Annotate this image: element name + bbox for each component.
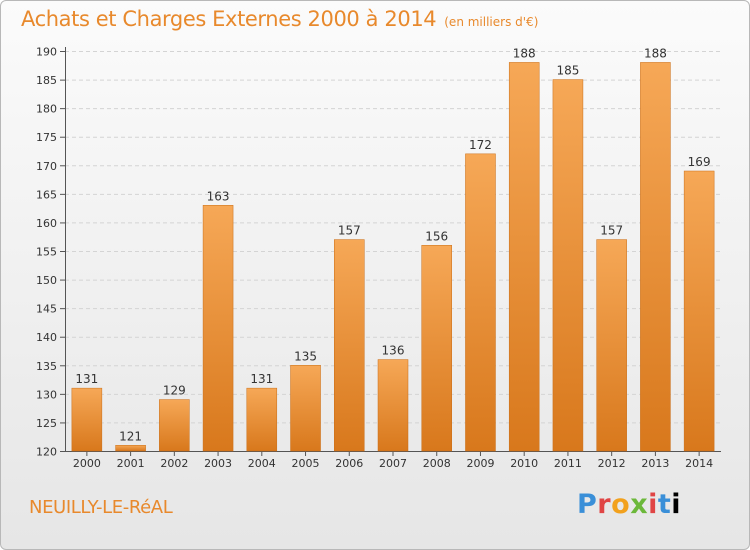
bar-value-label: 172 [469,138,492,152]
bar-2013 [640,62,671,452]
bar-value-label: 157 [600,224,623,238]
x-tick-label: 2007 [379,457,407,470]
bar-value-label: 188 [513,46,536,60]
axes [60,47,721,456]
place-name: NEUILLY-LE-RéAL [29,497,173,518]
y-tick-label: 120 [36,446,57,459]
x-tick-label: 2001 [117,457,145,470]
bar-value-label: 131 [250,372,273,386]
bar-2006 [334,239,365,452]
y-tick-label: 125 [36,417,57,430]
bar-value-label: 121 [119,429,142,443]
x-tick-label: 2004 [248,457,276,470]
bar-value-label: 136 [382,344,405,358]
x-tick-label: 2013 [641,457,669,470]
bar-2014 [683,170,715,452]
y-tick-label: 160 [36,217,57,230]
y-tick-label: 155 [36,246,57,259]
x-tick-label: 2014 [685,457,713,470]
bar-2001 [115,445,146,452]
bar-2005 [290,365,321,452]
y-tick-label: 170 [36,160,57,173]
bar-value-label: 163 [207,189,230,203]
chart-title-text: Achats et Charges Externes 2000 à 2014 [21,7,437,31]
bar-2007 [377,359,409,452]
bar-value-label: 185 [556,64,579,78]
bar-2009 [465,153,496,452]
x-tick-label: 2011 [554,457,582,470]
x-tick-label: 2009 [466,457,494,470]
y-tick-label: 135 [36,360,57,373]
bar-value-label: 157 [338,224,361,238]
y-tick-label: 165 [36,188,57,201]
x-tick-label: 2008 [423,457,451,470]
bar-value-label: 188 [644,46,667,60]
bar-2008 [421,245,452,452]
x-tick-label: 2000 [73,457,101,470]
bar-2010 [508,62,540,452]
chart-title: Achats et Charges Externes 2000 à 2014 (e… [21,7,538,31]
bar-2011 [552,79,584,452]
x-tick-label: 2010 [510,457,538,470]
x-tick-label: 2012 [598,457,626,470]
y-tick-label: 140 [36,331,57,344]
bar-2004 [246,387,278,452]
bar-2000 [71,387,103,452]
y-tick-label: 190 [36,46,57,59]
bar-value-label: 129 [163,384,186,398]
bar-2003 [202,205,234,452]
bar-value-label: 156 [425,229,448,243]
x-tick-label: 2002 [160,457,188,470]
y-tick-label: 150 [36,274,57,287]
x-tick-label: 2006 [335,457,363,470]
bar-2002 [159,399,190,452]
bars [71,62,715,452]
y-tick-label: 145 [36,303,57,316]
labels: 120 125 130 135 140 145 150 155 160 165 170 175 180 1… [36,46,713,471]
x-tick-label: 2003 [204,457,232,470]
y-tick-label: 185 [36,74,57,87]
x-tick-label: 2005 [292,457,320,470]
proxiti-logo: Proxiti [577,489,682,520]
bar-value-label: 169 [688,155,711,169]
y-tick-label: 175 [36,131,57,144]
y-tick-label: 180 [36,103,57,116]
y-tick-label: 130 [36,388,57,401]
bar-value-label: 135 [294,349,317,363]
bar-value-label: 131 [75,372,98,386]
chart-subtitle: (en milliers d'€) [444,15,539,29]
bar-2012 [596,239,627,452]
